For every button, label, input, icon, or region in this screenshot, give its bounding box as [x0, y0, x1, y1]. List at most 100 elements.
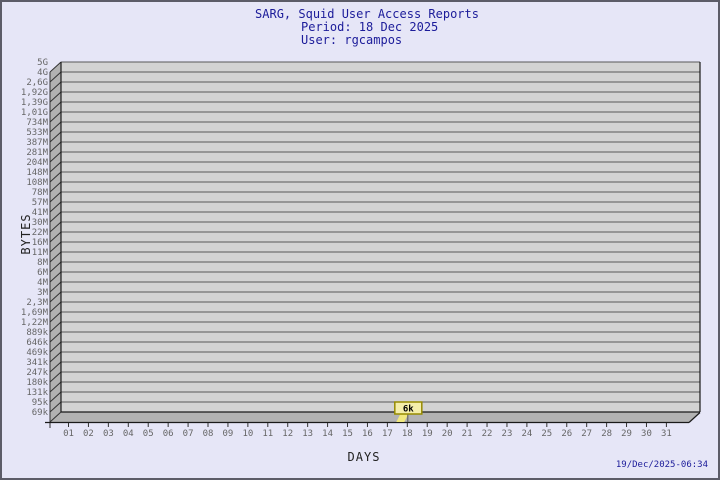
x-tick-label: 01 [63, 429, 74, 439]
y-tick-line [49, 321, 62, 333]
x-tick-label: 09 [222, 429, 234, 439]
y-tick-label: 108M [26, 178, 48, 188]
chart-floor [50, 412, 700, 422]
y-tick-line [49, 191, 62, 203]
y-tick-line [49, 381, 62, 393]
y-tick-label: 734M [26, 118, 48, 128]
y-tick-label: 1,69M [20, 308, 48, 318]
y-tick-label: 281M [26, 148, 48, 158]
x-tick-label: 22 [481, 429, 493, 439]
y-tick-line [49, 81, 62, 93]
y-tick-label: 469k [26, 348, 48, 358]
y-tick-line [49, 71, 62, 83]
y-tick-line [49, 281, 62, 293]
y-tick-label: 30M [31, 218, 48, 228]
y-tick-label: 4M [37, 278, 48, 288]
y-tick-label: 1,39G [20, 98, 48, 108]
x-tick-label: 29 [621, 429, 632, 439]
y-tick-line [49, 141, 62, 153]
y-tick-label: 889k [26, 328, 48, 338]
x-tick-label: 03 [102, 429, 114, 439]
y-tick-label: 4G [37, 68, 48, 78]
x-tick-label: 10 [242, 429, 254, 439]
y-tick-line [49, 411, 62, 423]
generated-timestamp: 19/Dec/2025-06:34 [615, 460, 708, 470]
chart-left-wall [50, 62, 61, 422]
y-tick-line [49, 251, 62, 263]
y-tick-line [49, 361, 62, 373]
floor-right-diagonal [688, 412, 701, 423]
y-tick-label: 533M [26, 128, 48, 138]
y-tick-label: 341k [26, 358, 48, 368]
y-tick-line [49, 91, 62, 103]
y-tick-line [49, 351, 62, 363]
y-tick-label: 131k [26, 388, 48, 398]
y-tick-line [49, 111, 62, 123]
y-tick-line [49, 231, 62, 243]
y-tick-label: 6M [37, 268, 48, 278]
x-tick-label: 16 [362, 429, 373, 439]
y-tick-label: 1,22M [20, 318, 48, 328]
x-tick-label: 26 [561, 429, 573, 439]
y-tick-label: 16M [31, 238, 48, 248]
y-tick-label: 387M [26, 138, 48, 148]
chart-user: User: rgcampos [301, 33, 403, 47]
y-tick-label: 247k [26, 368, 48, 378]
x-tick-label: 28 [601, 429, 613, 439]
y-tick-line [49, 311, 62, 323]
x-tick-label: 21 [461, 429, 473, 439]
y-tick-line [49, 151, 62, 163]
y-tick-line [49, 131, 62, 143]
annotation-flag [394, 401, 423, 415]
y-tick-line [49, 371, 62, 383]
x-tick-label: 23 [501, 429, 513, 439]
y-tick-line [49, 101, 62, 113]
x-tick-label: 06 [162, 429, 174, 439]
x-tick-label: 19 [421, 429, 433, 439]
y-tick-label: 2,3M [26, 298, 48, 308]
x-tick-label: 08 [202, 429, 214, 439]
y-tick-label: 8M [37, 258, 48, 268]
y-tick-label: 57M [31, 198, 48, 208]
y-tick-label: 646k [26, 338, 48, 348]
y-tick-label: 1,01G [20, 108, 48, 118]
y-tick-line [49, 401, 62, 413]
x-tick-label: 17 [381, 429, 393, 439]
x-tick-label: 31 [660, 429, 672, 439]
annotation-flag-label: 6k [403, 405, 414, 415]
chart-period: Period: 18 Dec 2025 [301, 20, 439, 34]
y-tick-line [49, 331, 62, 343]
x-axis-title: DAYS [347, 450, 381, 464]
y-tick-line [49, 61, 62, 73]
x-tick-label: 24 [521, 429, 533, 439]
x-tick-label: 13 [302, 429, 314, 439]
y-tick-line [49, 341, 62, 353]
x-tick-label: 25 [541, 429, 553, 439]
x-tick-label: 05 [142, 429, 154, 439]
y-axis-title: BYTES [19, 213, 33, 255]
y-tick-line [49, 301, 62, 313]
y-tick-label: 22M [31, 228, 48, 238]
x-tick-label: 04 [122, 429, 134, 439]
y-tick-label: 3M [37, 288, 48, 298]
x-tick-label: 27 [581, 429, 593, 439]
y-tick-label: 5G [37, 58, 48, 68]
y-tick-label: 95k [31, 398, 48, 408]
x-tick-label: 07 [182, 429, 194, 439]
y-tick-label: 78M [31, 188, 48, 198]
y-tick-label: 148M [26, 168, 48, 178]
y-tick-label: 1,92G [20, 88, 48, 98]
y-tick-label: 11M [31, 248, 48, 258]
y-tick-line [49, 291, 62, 303]
y-tick-line [49, 121, 62, 133]
plot-area [61, 62, 700, 412]
y-tick-line [49, 391, 62, 403]
chart-title: SARG, Squid User Access Reports [255, 7, 479, 21]
x-tick-label: 20 [441, 429, 453, 439]
x-tick-label: 14 [322, 429, 333, 439]
y-tick-line [49, 241, 62, 253]
x-tick-label: 11 [262, 429, 274, 439]
y-tick-line [49, 221, 62, 233]
